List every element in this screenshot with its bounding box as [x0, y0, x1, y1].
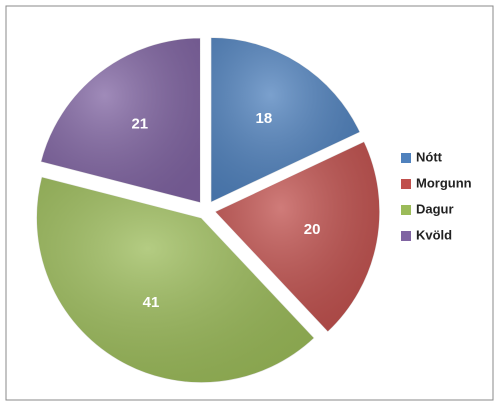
legend-swatch	[401, 231, 411, 241]
legend-label: Nótt	[416, 149, 443, 164]
data-label: 20	[304, 221, 321, 238]
legend-label: Dagur	[416, 201, 454, 216]
legend-swatch	[401, 179, 411, 189]
data-label: 18	[256, 110, 273, 127]
legend-label: Kvöld	[416, 227, 452, 242]
legend-swatch	[401, 153, 411, 163]
data-label: 21	[131, 116, 148, 133]
legend-swatch	[401, 205, 411, 215]
legend-label: Morgunn	[416, 175, 472, 190]
data-label: 41	[143, 294, 160, 311]
